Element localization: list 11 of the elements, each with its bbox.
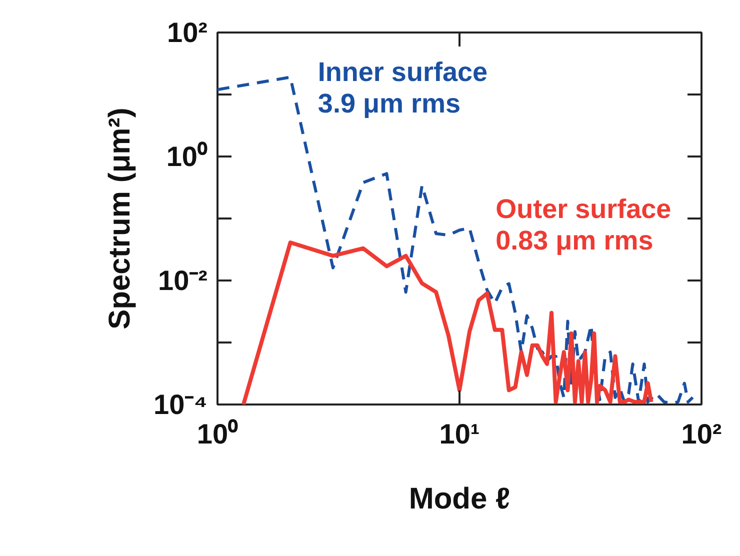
- y-tick-label: 10⁻⁴: [154, 389, 208, 420]
- y-tick-label: 10⁰: [166, 141, 208, 172]
- x-tick-label: 10⁰: [196, 418, 238, 450]
- x-tick-label: 10¹: [439, 418, 480, 450]
- y-tick-label: 10²: [167, 17, 208, 48]
- y-axis-title: Spectrum (μm²): [104, 108, 137, 330]
- series-label: Outer surface 0.83 μm rms: [496, 194, 672, 256]
- x-axis-title: Mode ℓ: [408, 482, 510, 516]
- y-tick-label: 10⁻²: [158, 265, 208, 296]
- series-label: Inner surface 3.9 μm rms: [318, 57, 488, 119]
- x-tick-label: 10²: [681, 418, 722, 450]
